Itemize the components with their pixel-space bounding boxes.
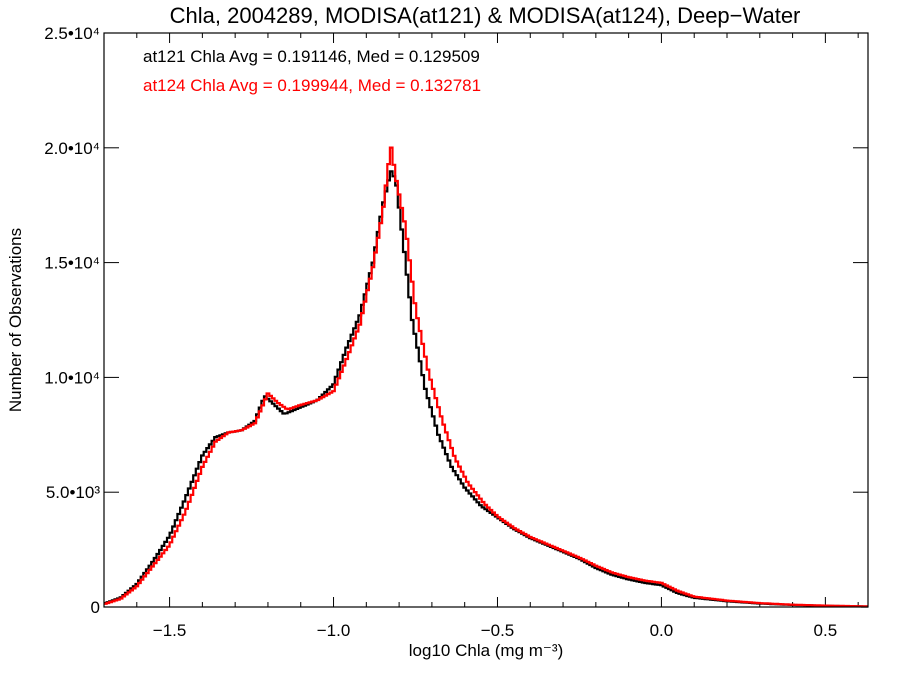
x-tick-label: 0.5 — [814, 621, 838, 640]
x-tick-label: −0.5 — [481, 621, 515, 640]
x-tick-label: 0.0 — [650, 621, 674, 640]
tick-group: −1.5 −1.0 −0.5 0.0 0.5 0 5.0•10³ 1.0•10⁴ 1.5•10⁴… — [44, 24, 868, 640]
y-tick-label: 2.0•10⁴ — [44, 139, 100, 158]
x-tick-label: −1.0 — [317, 621, 351, 640]
y-tick-label: 5.0•10³ — [46, 483, 100, 502]
x-tick-label: −1.5 — [153, 621, 187, 640]
y-tick-label: 0 — [91, 598, 100, 617]
y-tick-label: 1.5•10⁴ — [44, 254, 100, 273]
plot-area-frame — [103, 32, 869, 608]
y-tick-label: 1.0•10⁴ — [44, 368, 100, 387]
annotation-at121-stats: at121 Chla Avg = 0.191146, Med = 0.12950… — [143, 47, 480, 66]
y-tick-label: 2.5•10⁴ — [44, 24, 100, 43]
x-axis-label: log10 Chla (mg m⁻³) — [409, 641, 563, 660]
series-at124-line — [104, 146, 868, 608]
annotation-at124-stats: at124 Chla Avg = 0.199944, Med = 0.13278… — [143, 76, 481, 95]
y-axis-label: Number of Observations — [6, 228, 25, 412]
series-layer — [104, 146, 868, 608]
chart-title: Chla, 2004289, MODISA(at121) & MODISA(at… — [170, 3, 801, 28]
